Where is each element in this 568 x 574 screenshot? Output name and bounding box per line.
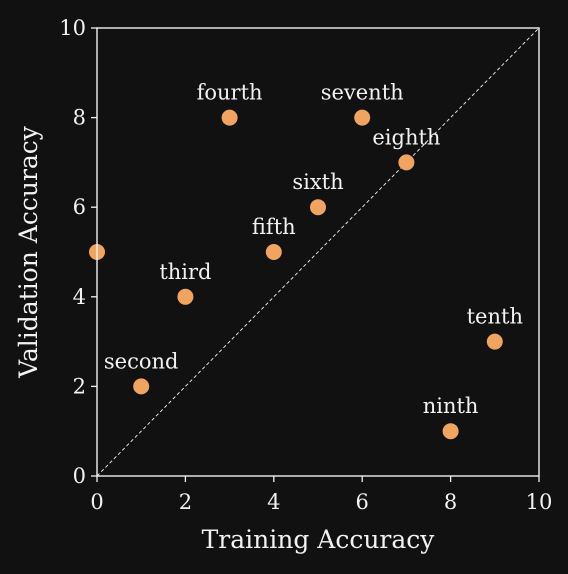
data-point-5 [265,244,282,260]
diagonal-reference-line [96,27,540,477]
data-point-6 [310,199,326,216]
data-point-7 [354,109,371,126]
point-label-second: second [104,349,179,373]
x-tick-label-2: 2 [179,490,192,514]
data-point-2 [133,378,150,395]
point-label-tenth: tenth [467,305,523,329]
x-tick-label-4: 4 [267,490,280,514]
y-tick-label-0: 0 [73,464,86,488]
data-point-3 [177,288,194,305]
point-label-sixth: sixth [292,170,343,194]
point-label-fourth: fourth [197,81,263,105]
marks-layer: second third fourth fifth sixth seventh eighth… [89,27,540,477]
plot-frame [96,27,540,477]
y-tick-label-4: 4 [73,285,86,309]
x-tick-label-6: 6 [356,490,369,514]
point-label-ninth: ninth [423,394,479,418]
point-label-fifth: fifth [252,215,296,239]
point-label-third: third [159,260,211,284]
x-tick-label-0: 0 [90,490,103,514]
data-point-8 [398,154,415,171]
x-axis-label: Training Accuracy [202,525,436,554]
x-tick-label-10: 10 [526,490,553,514]
y-axis-label: Validation Accuracy [14,125,43,379]
data-point-4 [221,109,238,126]
y-tick-label-8: 8 [73,106,86,130]
y-tick-label-2: 2 [73,374,86,398]
y-tick-label-10: 10 [59,16,86,40]
x-tick-label-8: 8 [444,490,457,514]
point-label-seventh: seventh [321,81,404,105]
point-label-eighth: eighth [372,125,440,149]
ticks-layer: 0 2 4 6 8 10 0 2 4 6 8 10 [59,16,552,514]
data-point-10 [486,333,503,350]
y-tick-label-6: 6 [73,195,86,219]
data-point-9 [442,423,459,440]
